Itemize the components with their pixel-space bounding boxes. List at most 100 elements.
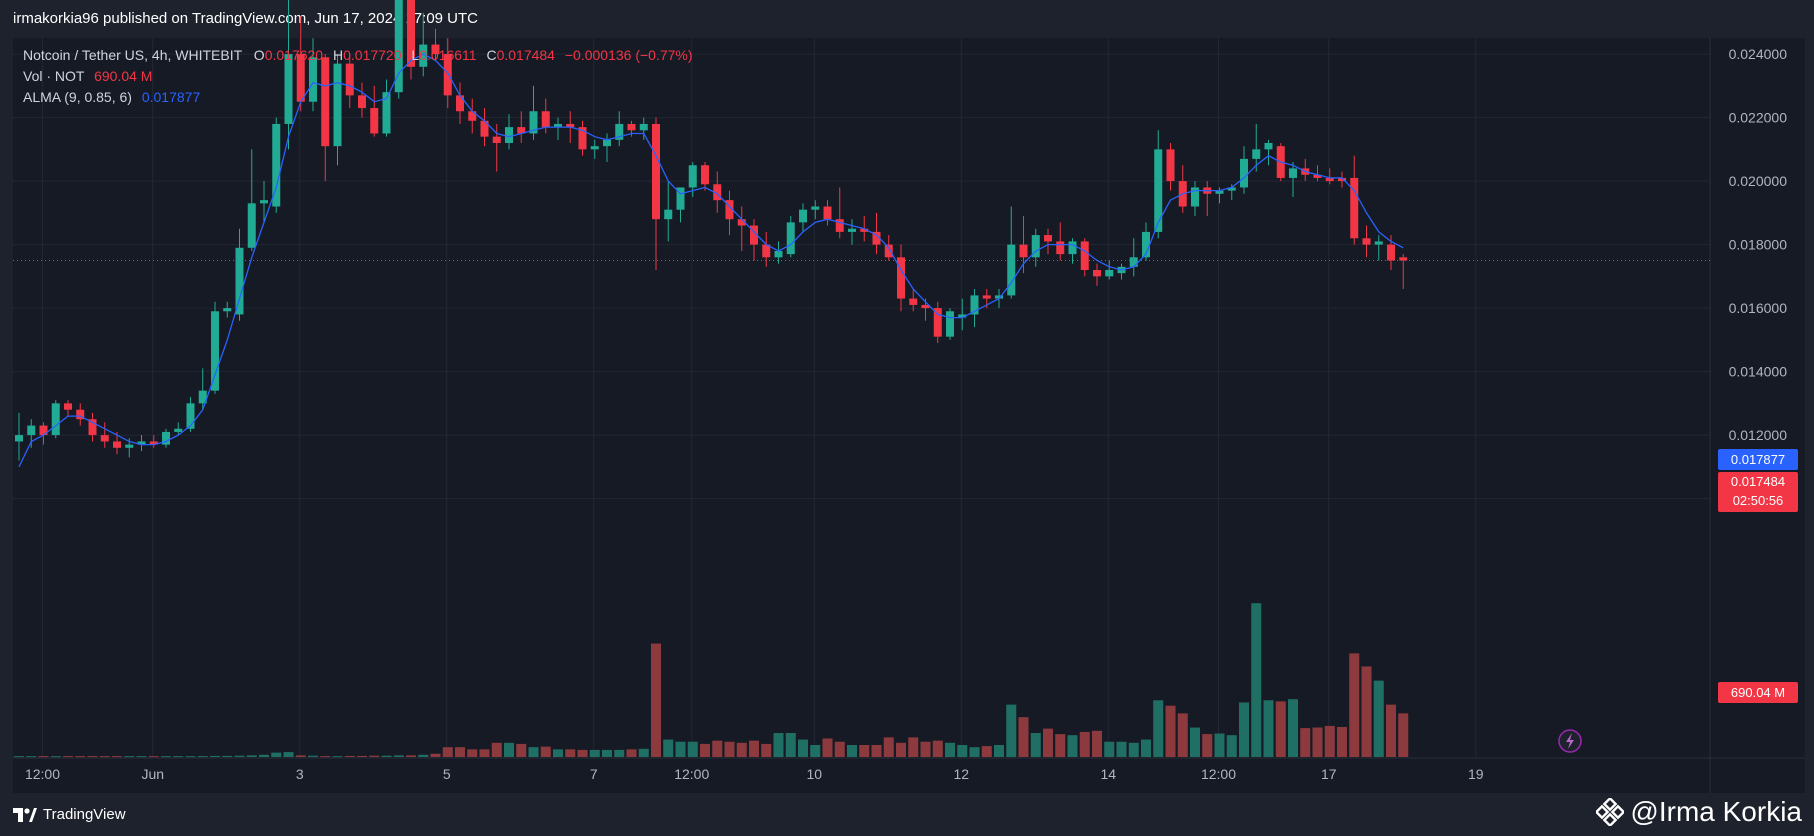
candle-body[interactable] xyxy=(137,441,146,445)
candle-body[interactable] xyxy=(1154,149,1163,232)
candle-body[interactable] xyxy=(566,123,575,128)
candle-body[interactable] xyxy=(76,409,85,420)
candle-body[interactable] xyxy=(884,244,893,258)
candle-body[interactable] xyxy=(419,44,428,67)
candle-body[interactable] xyxy=(198,390,207,404)
candle-body[interactable] xyxy=(799,209,807,223)
candle-body[interactable] xyxy=(468,111,477,121)
candle-body[interactable] xyxy=(309,57,317,102)
candle-body[interactable] xyxy=(750,225,758,245)
candle-body[interactable] xyxy=(1044,235,1052,242)
candle-body[interactable] xyxy=(1129,257,1138,267)
candle-body[interactable] xyxy=(517,127,526,134)
candle-body[interactable] xyxy=(39,425,48,436)
chart-panel[interactable] xyxy=(13,38,1805,793)
candle-body[interactable] xyxy=(1289,168,1297,178)
candle-body[interactable] xyxy=(786,222,795,255)
candle-body[interactable] xyxy=(958,314,967,318)
candle-body[interactable] xyxy=(223,308,232,312)
candle-body[interactable] xyxy=(1068,241,1077,255)
candle-body[interactable] xyxy=(235,247,244,315)
candle-body[interactable] xyxy=(909,298,918,305)
candle-body[interactable] xyxy=(88,419,97,436)
candle-body[interactable] xyxy=(1031,235,1040,258)
candle-body[interactable] xyxy=(100,435,109,442)
candle-body[interactable] xyxy=(64,403,72,410)
candle-body[interactable] xyxy=(1399,257,1408,261)
candle-body[interactable] xyxy=(774,250,783,258)
candle-body[interactable] xyxy=(823,206,832,220)
candle-body[interactable] xyxy=(897,257,905,299)
candle-body[interactable] xyxy=(382,92,391,134)
candle-body[interactable] xyxy=(321,57,330,147)
candle-body[interactable] xyxy=(737,219,746,226)
candle-body[interactable] xyxy=(125,444,134,448)
candle-body[interactable] xyxy=(162,431,170,445)
tradingview-logo[interactable]: TradingView xyxy=(13,806,126,823)
candle-body[interactable] xyxy=(1338,177,1346,182)
candle-body[interactable] xyxy=(247,203,256,248)
candle-body[interactable] xyxy=(921,304,930,309)
candle-body[interactable] xyxy=(590,146,599,150)
candle-body[interactable] xyxy=(456,95,464,112)
candle-body[interactable] xyxy=(149,441,158,445)
candle-body[interactable] xyxy=(652,123,660,220)
candle-body[interactable] xyxy=(15,435,23,442)
candle-body[interactable] xyxy=(51,403,60,436)
candle-body[interactable] xyxy=(811,206,820,210)
candle-body[interactable] xyxy=(701,165,709,185)
candle-body[interactable] xyxy=(113,441,121,448)
candle-body[interactable] xyxy=(529,111,538,134)
candle-body[interactable] xyxy=(1019,244,1028,258)
candle-body[interactable] xyxy=(260,200,268,204)
candle-body[interactable] xyxy=(676,187,685,210)
candle-body[interactable] xyxy=(174,428,183,432)
candle-body[interactable] xyxy=(358,95,366,109)
candle-body[interactable] xyxy=(284,54,293,124)
candle-body[interactable] xyxy=(1313,174,1322,178)
candle-body[interactable] xyxy=(603,139,611,147)
candle-body[interactable] xyxy=(1374,241,1383,245)
candle-body[interactable] xyxy=(480,120,489,137)
candle-body[interactable] xyxy=(492,136,501,143)
candle-body[interactable] xyxy=(1142,231,1150,258)
candle-body[interactable] xyxy=(933,308,942,337)
candle-body[interactable] xyxy=(688,165,697,188)
candle-body[interactable] xyxy=(1056,241,1065,255)
candle-body[interactable] xyxy=(872,231,881,245)
candle-body[interactable] xyxy=(505,127,513,143)
candle-body[interactable] xyxy=(860,228,869,232)
candle-body[interactable] xyxy=(639,123,648,131)
candle-body[interactable] xyxy=(27,425,36,436)
candle-body[interactable] xyxy=(1166,149,1175,182)
candle-body[interactable] xyxy=(578,127,587,150)
candle-body[interactable] xyxy=(1264,143,1273,150)
alma-label[interactable]: ALMA (9, 0.85, 6) xyxy=(23,89,132,105)
candle-body[interactable] xyxy=(946,311,954,337)
candle-body[interactable] xyxy=(970,295,979,315)
candle-body[interactable] xyxy=(370,108,379,134)
candle-body[interactable] xyxy=(1191,187,1199,207)
candle-body[interactable] xyxy=(1362,238,1371,245)
candle-body[interactable] xyxy=(345,63,354,96)
candle-body[interactable] xyxy=(1080,241,1089,270)
candle-body[interactable] xyxy=(333,63,342,147)
candle-body[interactable] xyxy=(431,44,440,55)
candle-body[interactable] xyxy=(443,54,452,96)
candle-body[interactable] xyxy=(835,219,844,232)
candle-body[interactable] xyxy=(725,200,734,220)
candle-body[interactable] xyxy=(1007,244,1016,296)
candle-body[interactable] xyxy=(982,295,991,299)
candle-body[interactable] xyxy=(272,123,281,207)
candle-body[interactable] xyxy=(627,123,636,131)
candle-body[interactable] xyxy=(1240,158,1248,188)
candle-body[interactable] xyxy=(554,123,562,128)
candle-body[interactable] xyxy=(541,111,550,128)
candle-body[interactable] xyxy=(615,123,624,140)
candle-body[interactable] xyxy=(1105,270,1114,277)
candle-body[interactable] xyxy=(407,0,415,67)
candle-body[interactable] xyxy=(664,209,673,220)
candle-body[interactable] xyxy=(995,295,1003,299)
candle-body[interactable] xyxy=(848,228,856,232)
